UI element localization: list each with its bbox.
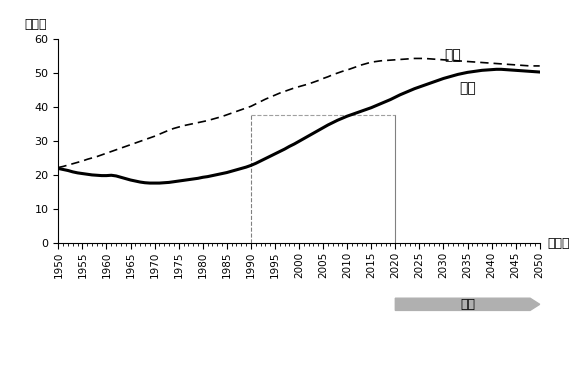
Text: 中国: 中国 [459,82,476,96]
Text: （歳）: （歳） [25,18,47,31]
Text: 予測: 予測 [460,298,475,311]
Text: （年）: （年） [547,237,569,250]
Text: 日本: 日本 [444,48,461,62]
FancyArrow shape [395,298,540,311]
